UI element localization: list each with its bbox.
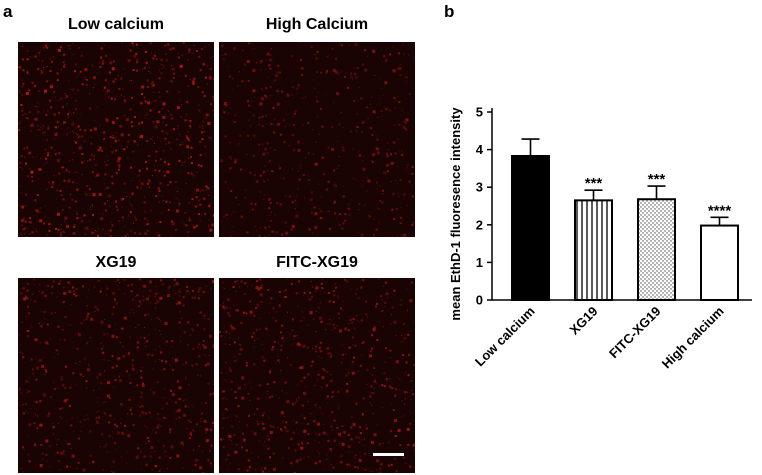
micrograph-high-calcium xyxy=(219,42,415,237)
x-tick-label: FITC-XG19 xyxy=(606,304,664,362)
panel-label-b: b xyxy=(444,2,455,21)
bar-low-calcium xyxy=(511,154,550,301)
x-tick-label: Low calcium xyxy=(472,304,538,370)
image-title-xg19: XG19 xyxy=(95,254,137,271)
y-axis-label: mean EthD-1 fluoresence intensity xyxy=(448,107,463,321)
y-tick-label: 0 xyxy=(476,293,483,308)
bar-high-calcium xyxy=(700,224,739,301)
image-title-high-calcium: High Calcium xyxy=(265,16,369,33)
image-title-fitc-xg19: FITC-XG19 xyxy=(276,254,358,271)
significance-label: **** xyxy=(708,202,732,219)
micrograph-low-calcium xyxy=(18,42,214,237)
significance-label: *** xyxy=(648,171,666,188)
y-tick-label: 5 xyxy=(476,105,483,120)
bar-fitc-xg19 xyxy=(637,198,676,301)
significance-label: *** xyxy=(585,175,603,192)
y-tick-label: 2 xyxy=(476,217,483,232)
y-tick-label: 1 xyxy=(476,255,483,270)
x-tick-label: High calcium xyxy=(659,304,727,372)
x-tick-label: XG19 xyxy=(567,304,601,338)
bar-chart: 0 1 2 3 4 5 mean EthD-1 fluoresence intensity L… xyxy=(448,105,752,372)
panel-label-a: a xyxy=(3,2,13,21)
micrograph-xg19 xyxy=(18,278,214,473)
bar-xg19 xyxy=(574,199,613,301)
scale-bar xyxy=(373,453,404,456)
y-tick-label: 4 xyxy=(476,142,484,157)
image-title-low-calcium: Low calcium xyxy=(67,16,165,33)
y-tick-label: 3 xyxy=(476,180,483,195)
micrograph-fitc-xg19 xyxy=(219,278,415,473)
